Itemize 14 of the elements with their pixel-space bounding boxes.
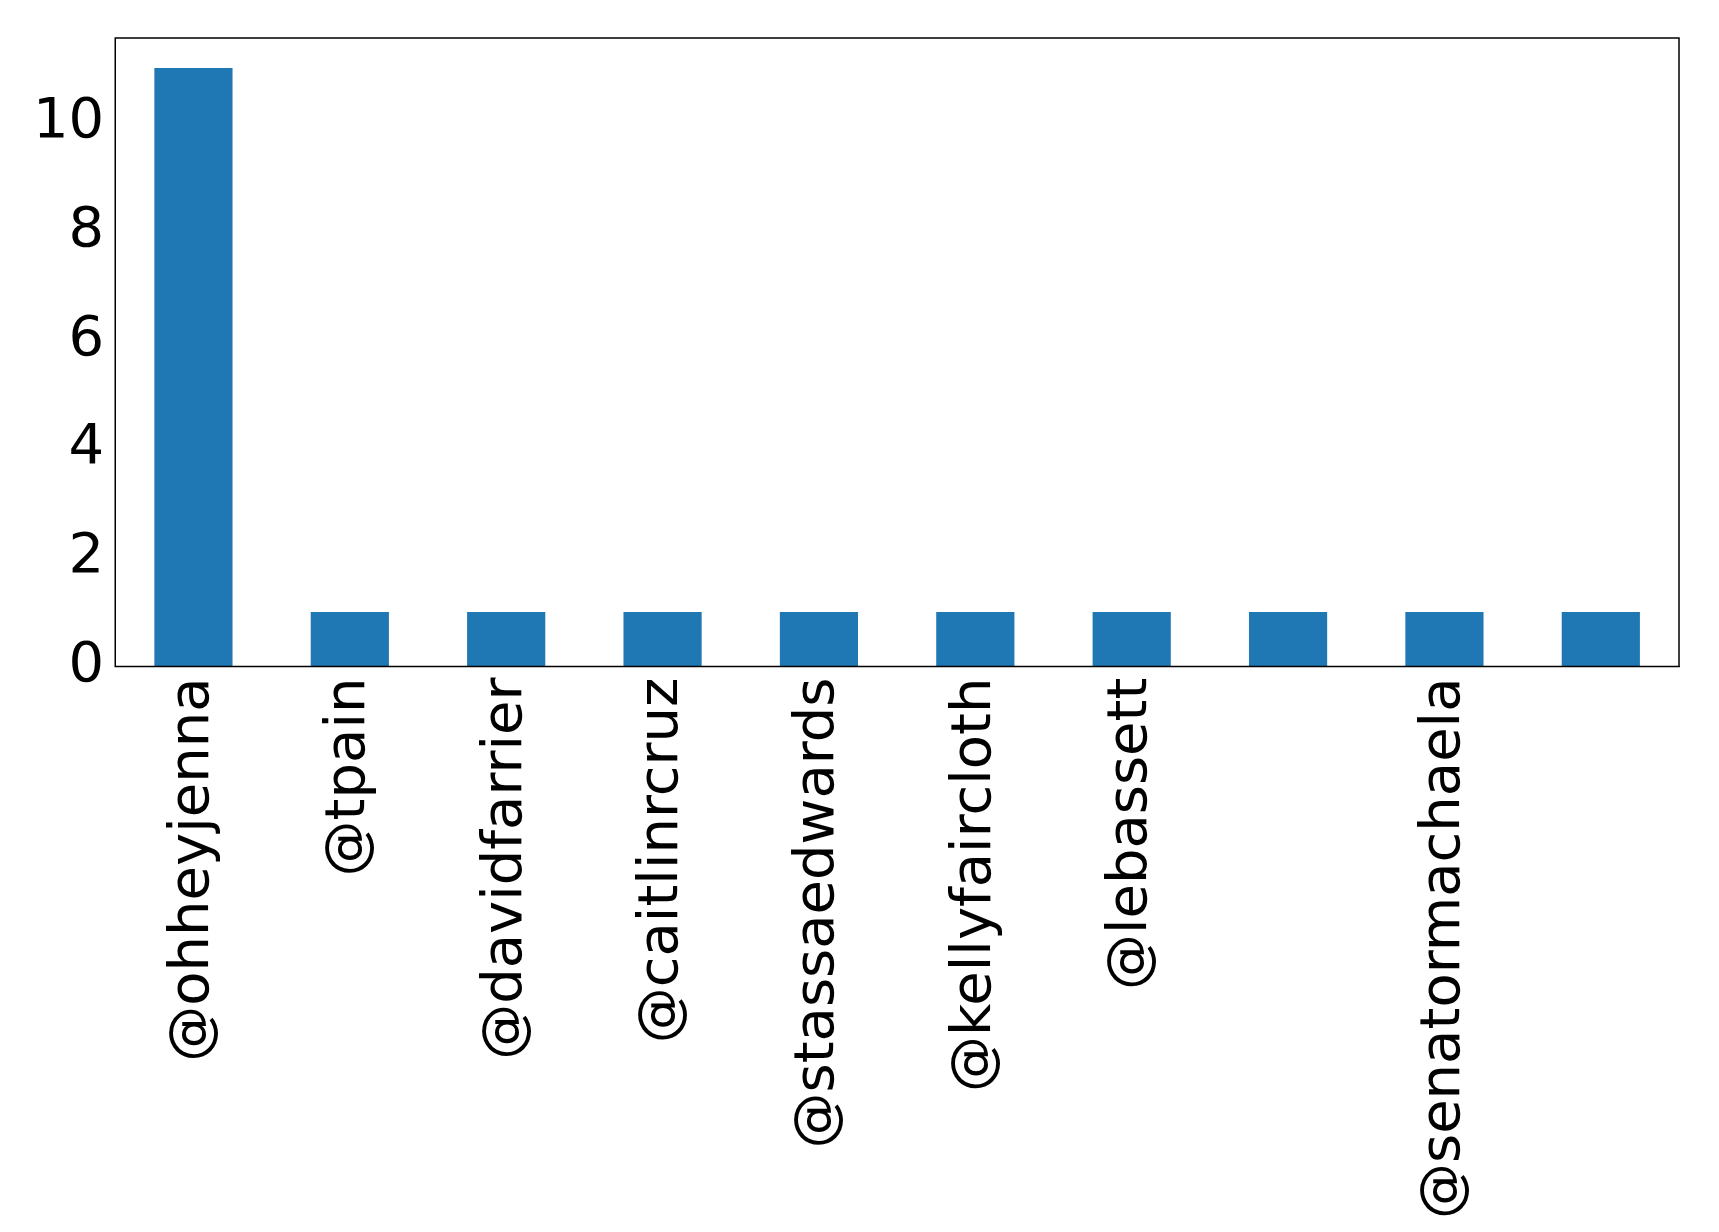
x-tick-label: @senatormachaela (1406, 677, 1472, 1220)
x-tick-label: @caitlinrcruz (625, 677, 691, 1044)
y-tick-label: 2 (68, 520, 105, 586)
x-tick-label: @lebassett (1094, 677, 1160, 991)
y-tick-label: 6 (68, 302, 105, 368)
x-tick-label: @tpain (312, 677, 378, 877)
x-tick-label: @kellyfaircloth (937, 677, 1003, 1093)
x-tick-label: @stassaedwards (781, 677, 847, 1149)
y-tick-label: 8 (68, 193, 105, 259)
x-tick-label: @davidfarrier (468, 676, 534, 1060)
y-tick-label: 10 (32, 84, 105, 150)
y-tick-label: 4 (68, 411, 105, 477)
x-tick-label: @ohheyjenna (155, 677, 221, 1062)
y-tick-label: 0 (68, 629, 105, 695)
